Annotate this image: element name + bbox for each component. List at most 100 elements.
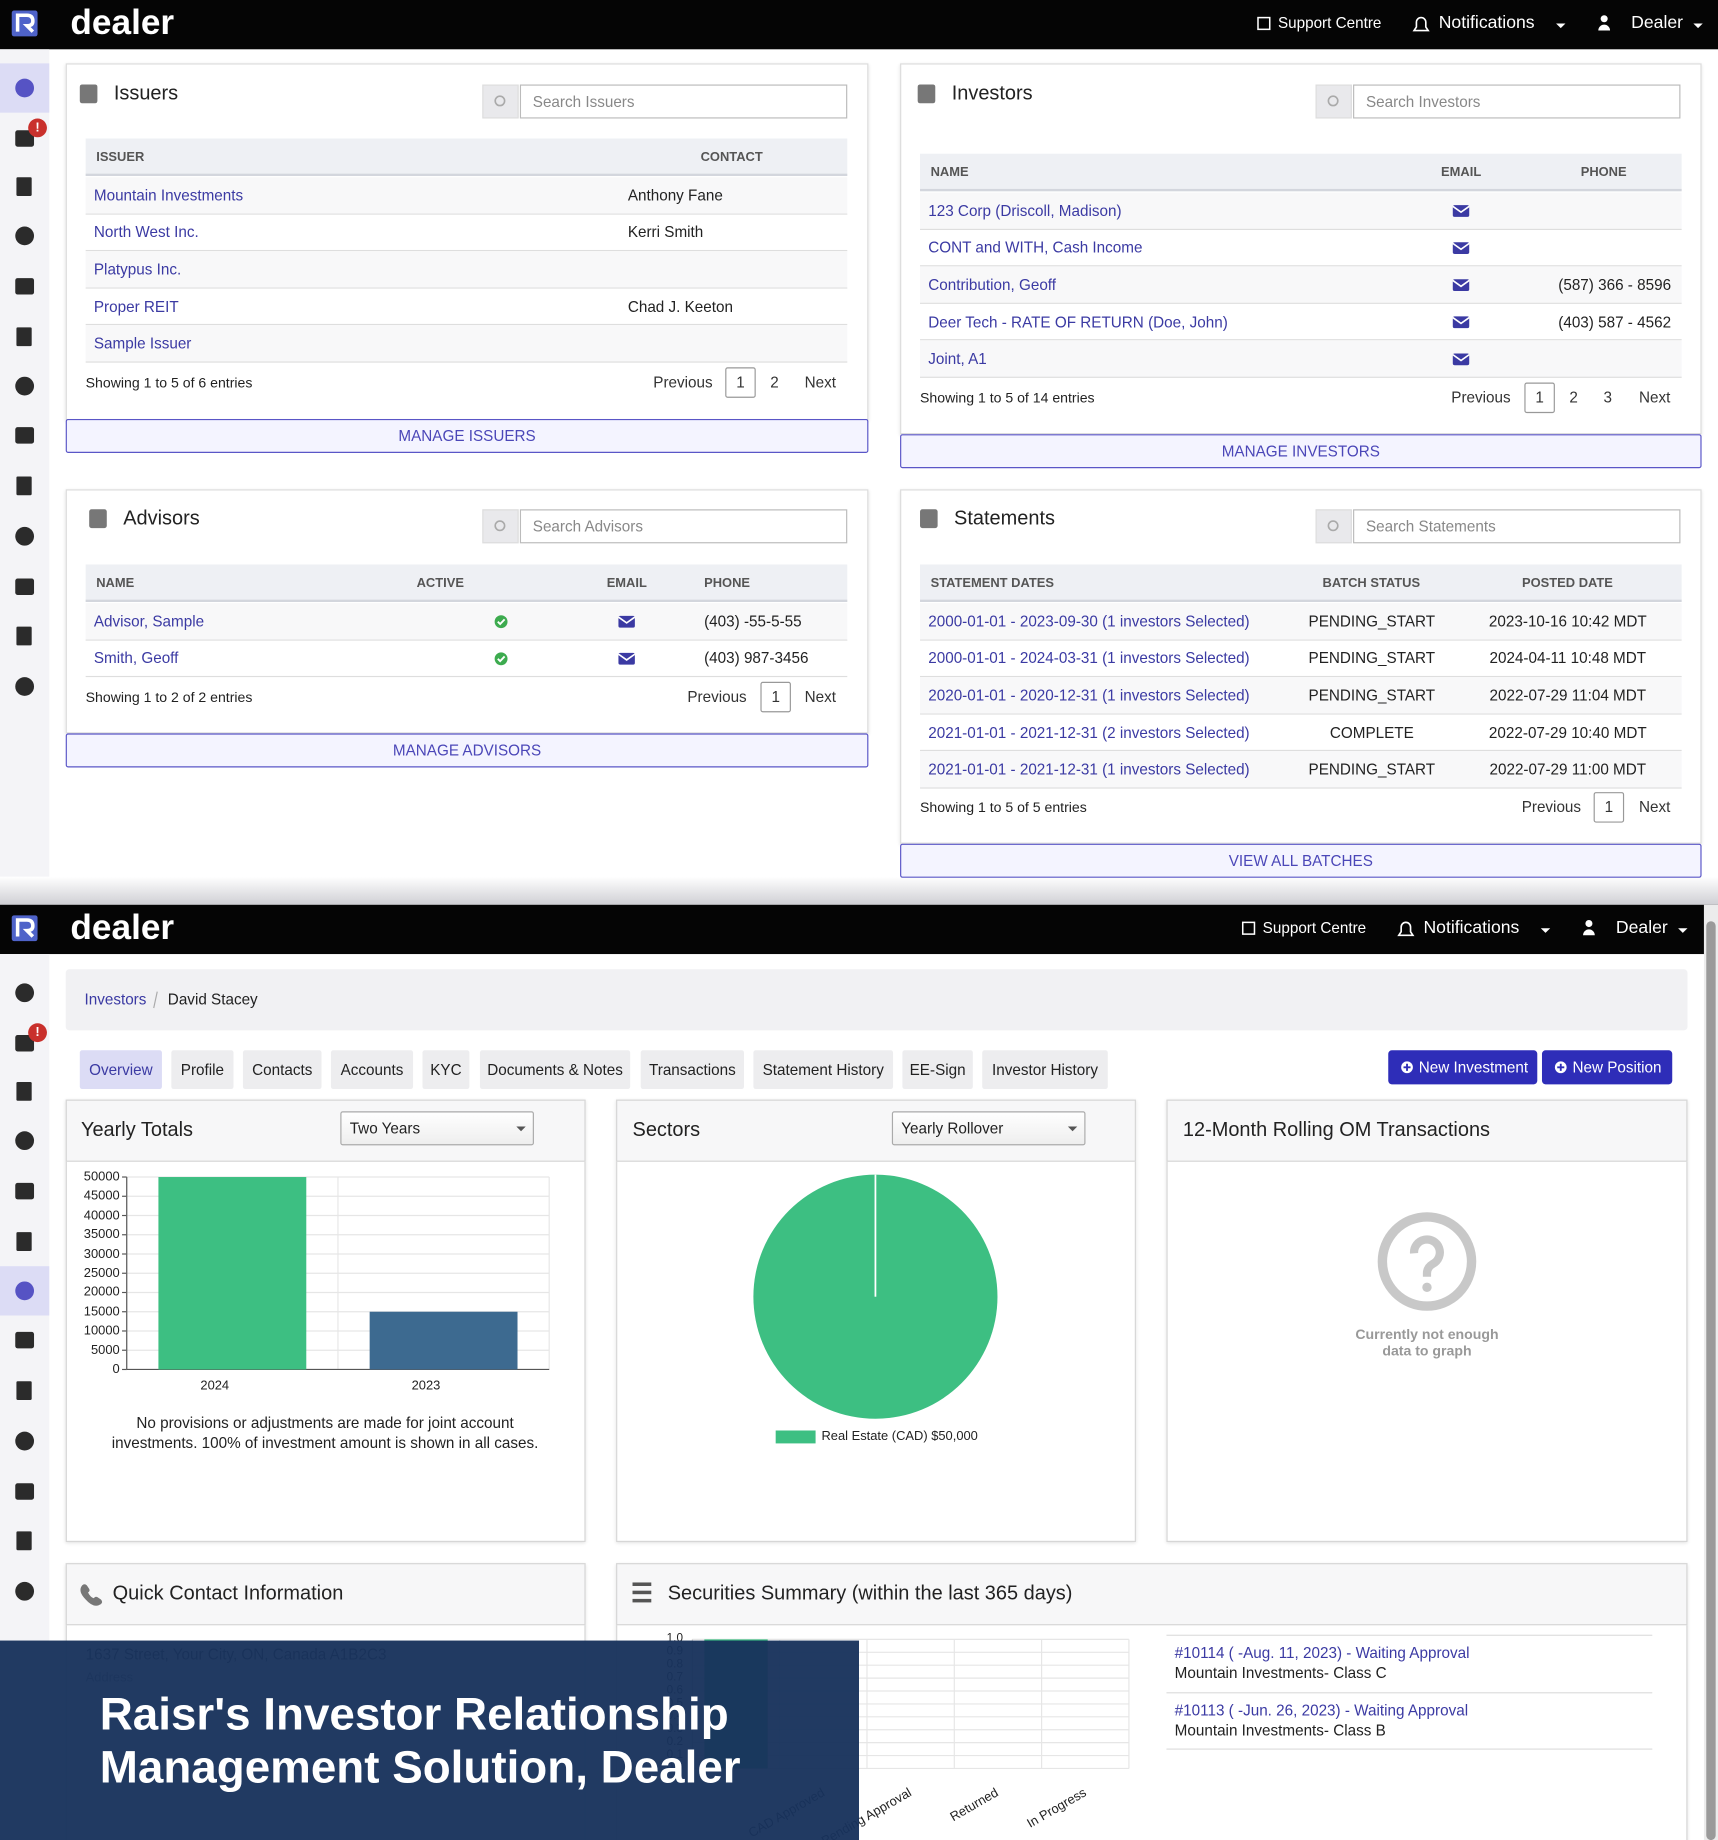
logo-r (15, 13, 35, 33)
table-row (920, 192, 1682, 230)
page-current[interactable] (725, 367, 756, 398)
caret (1678, 928, 1688, 933)
page-current[interactable] (760, 681, 791, 713)
search-input[interactable] (1353, 509, 1681, 544)
search-button (482, 509, 519, 544)
row-link[interactable]: Mountain Investments (93, 186, 244, 204)
support-link[interactable]: Support Centre (1277, 14, 1382, 32)
row-link[interactable]: 2000-01-01 - 2023-09-30 (1 investors Sel… (928, 612, 1250, 630)
row-link[interactable]: Advisor, Sample (93, 612, 205, 630)
sidebar-icon (16, 1232, 32, 1251)
tab[interactable] (79, 1050, 162, 1090)
tab[interactable] (753, 1050, 894, 1090)
user-menu[interactable]: Dealer (1615, 917, 1668, 938)
row-link[interactable]: 2020-01-01 - 2020-12-31 (1 investors Sel… (928, 686, 1250, 705)
manage-button[interactable] (65, 733, 869, 768)
row-link[interactable]: 123 Corp (Driscoll, Madison) (928, 201, 1122, 220)
breadcrumb-bar (65, 969, 1688, 1031)
panel-icon (917, 84, 936, 104)
row-link[interactable]: Sample Issuer (93, 334, 192, 353)
pager-item[interactable]: 1 (1604, 797, 1614, 816)
column-header: NAME (96, 576, 135, 591)
no-data-dot (1422, 1282, 1432, 1293)
tab[interactable] (982, 1050, 1108, 1090)
breadcrumb-link[interactable]: Investors (84, 990, 147, 1009)
tab[interactable] (330, 1050, 414, 1090)
pager-item[interactable]: Previous (653, 373, 713, 391)
manage-button[interactable] (65, 418, 869, 453)
pager-item[interactable]: 1 (1535, 388, 1544, 407)
pager-item[interactable]: 2 (770, 373, 779, 391)
email-icon (1452, 242, 1470, 254)
section-divider (0, 876, 1718, 905)
row-link[interactable]: Platypus Inc. (93, 260, 182, 279)
notifications-menu[interactable]: Notifications (1438, 12, 1535, 33)
row-link[interactable]: Contribution, Geoff (928, 275, 1057, 294)
select[interactable] (891, 1111, 1086, 1146)
table-row (920, 340, 1682, 378)
pager-item[interactable]: Next (804, 687, 836, 706)
pager-item[interactable]: 1 (736, 373, 745, 391)
caption-line: Raisr's Investor Relationship (99, 1689, 729, 1741)
cell: PENDING_START (1308, 649, 1436, 668)
row-link[interactable]: Proper REIT (93, 297, 179, 316)
row-link[interactable]: 2021-01-01 - 2021-12-31 (1 investors Sel… (928, 760, 1250, 779)
row-link[interactable]: North West Inc. (93, 223, 199, 242)
table-row (85, 640, 848, 678)
sidebar-icon (15, 983, 35, 1003)
column-header: POSTED DATE (1522, 576, 1613, 591)
pager-item[interactable]: Next (804, 373, 836, 391)
select[interactable] (340, 1111, 534, 1146)
tab-label: Overview (89, 1060, 153, 1078)
bell-icon (1412, 16, 1430, 32)
search-input[interactable] (1353, 84, 1681, 119)
notifications-menu[interactable]: Notifications (1423, 917, 1520, 938)
search-input[interactable] (519, 84, 848, 119)
summary-link[interactable]: #10114 ( -Aug. 11, 2023) - Waiting Appro… (1174, 1644, 1470, 1662)
summary-link[interactable]: #10113 ( -Jun. 26, 2023) - Waiting Appro… (1174, 1701, 1469, 1720)
manage-button[interactable] (900, 843, 1702, 878)
pager-item[interactable]: Next (1638, 797, 1671, 816)
pager-item[interactable]: Previous (687, 687, 747, 706)
support-link[interactable]: Support Centre (1262, 918, 1367, 937)
tab[interactable] (171, 1050, 234, 1090)
pager-item[interactable]: Previous (1451, 388, 1511, 407)
bar (369, 1311, 518, 1370)
row-link[interactable]: Deer Tech - RATE OF RETURN (Doe, John) (928, 312, 1228, 331)
tab[interactable] (902, 1050, 973, 1090)
sidebar-icon (15, 226, 35, 246)
pager-item[interactable]: 1 (771, 687, 780, 706)
tab[interactable] (422, 1050, 470, 1090)
pager-item[interactable]: 3 (1603, 388, 1612, 407)
scrollbar-thumb (1706, 921, 1716, 1840)
tab[interactable] (242, 1050, 322, 1090)
row-link[interactable]: 2021-01-01 - 2021-12-31 (2 investors Sel… (928, 723, 1250, 742)
row-link[interactable]: CONT and WITH, Cash Income (928, 238, 1143, 257)
summary-item[interactable] (1166, 1634, 1653, 1693)
user-menu[interactable]: Dealer (1631, 12, 1684, 33)
active-tick (497, 618, 506, 626)
pager-item[interactable]: Next (1638, 388, 1671, 407)
no-data-message: Currently not enough data to graph (1355, 1326, 1499, 1359)
pager-item[interactable]: 2 (1569, 388, 1578, 407)
page-current[interactable] (1524, 382, 1555, 414)
cell: (587) 366 - 8596 (1558, 275, 1672, 294)
primary-button[interactable] (1388, 1050, 1538, 1085)
x-tick-label: 2023 (411, 1378, 441, 1393)
search-icon (494, 520, 506, 532)
tab[interactable] (640, 1050, 744, 1090)
page-current[interactable] (1593, 792, 1625, 823)
label: Showing 1 to 5 of 5 entries (920, 799, 1087, 816)
sidebar-icon (16, 1081, 32, 1101)
panel-title: Statements (954, 506, 1055, 530)
label: Showing 1 to 5 of 14 entries (920, 389, 1095, 407)
manage-button[interactable] (900, 434, 1702, 469)
search-input[interactable] (519, 509, 848, 544)
row-link[interactable]: Smith, Geoff (93, 649, 179, 668)
row-link[interactable]: 2000-01-01 - 2024-03-31 (1 investors Sel… (928, 649, 1250, 668)
row-link[interactable]: Joint, A1 (928, 349, 987, 368)
pager-item[interactable]: Previous (1521, 797, 1582, 816)
summary-item[interactable] (1166, 1692, 1653, 1750)
tab[interactable] (479, 1050, 631, 1090)
